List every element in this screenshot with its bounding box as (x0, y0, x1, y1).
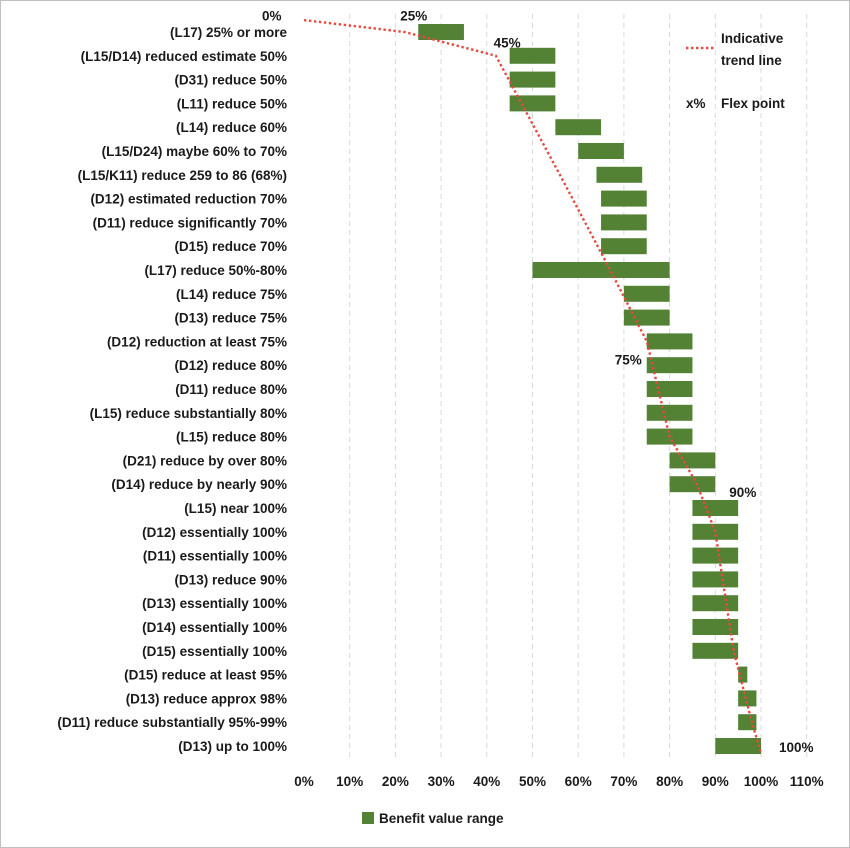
trend-line (303, 18, 763, 754)
flex-point-label: 0% (262, 9, 282, 24)
benefit-bar (509, 95, 556, 112)
benefit-bar (692, 547, 739, 564)
benefit-bar (601, 214, 647, 231)
trend-line-layer (303, 18, 763, 754)
benefit-bar (578, 143, 624, 159)
benefit-bar (738, 690, 757, 707)
category-label: (L15) reduce 80% (176, 430, 287, 445)
benefit-bar (692, 595, 739, 612)
benefit-bar (738, 714, 757, 731)
benefit-bar (692, 523, 739, 540)
x-tick-label: 10% (336, 774, 363, 789)
legend-right: Indicative trend line x% Flex point (686, 31, 785, 111)
category-label: (D12) reduce 80% (174, 358, 287, 373)
benefit-bar (646, 333, 693, 350)
category-label: (L15/K11) reduce 259 to 86 (68%) (78, 168, 287, 183)
benefit-bar (596, 166, 643, 183)
category-label: (D13) up to 100% (178, 739, 287, 754)
flex-point-label: 45% (494, 35, 521, 50)
category-label: (L15/D14) reduced estimate 50% (81, 49, 287, 64)
legend-bottom: Benefit value range (362, 811, 504, 826)
category-label: (D11) essentially 100% (143, 549, 287, 564)
benefit-bar (646, 381, 693, 397)
category-label: (D11) reduce substantially 95%-99% (57, 715, 287, 730)
legend-bar-swatch (362, 812, 374, 824)
benefit-bar (692, 571, 739, 588)
category-label: (L14) reduce 60% (176, 120, 287, 135)
benefit-bar (692, 619, 739, 635)
category-label: (D15) essentially 100% (142, 644, 287, 659)
category-label: (L17) 25% or more (170, 25, 288, 40)
category-label: (L15/D24) maybe 60% to 70% (102, 144, 287, 159)
category-label: (L15) reduce substantially 80% (90, 406, 287, 421)
category-label: (D14) essentially 100% (142, 620, 287, 635)
benefit-bar (418, 24, 464, 40)
benefit-bar (532, 262, 670, 278)
x-axis-ticks: 0% 10% 20% 30% 40% 50% 60% 70% 80% 90% 100% 110% (294, 774, 823, 789)
flex-point-label: 100% (779, 740, 814, 755)
category-label: (L17) reduce 50%-80% (144, 263, 287, 278)
category-label: (L15) near 100% (184, 501, 287, 516)
flex-point-label: 25% (400, 9, 427, 24)
legend-trend-label-1: Indicative (721, 31, 784, 46)
legend-flex-key: x% (686, 96, 706, 111)
legend-trend-label-2: trend line (721, 53, 782, 68)
x-tick-label: 70% (610, 774, 637, 789)
x-tick-label: 30% (428, 774, 455, 789)
x-tick-label: 50% (519, 774, 546, 789)
category-label: (D31) reduce 50% (174, 73, 287, 88)
category-labels: (L17) 25% or more (L15/D14) reduced estim… (57, 25, 287, 754)
bars (418, 24, 761, 754)
category-label: (D13) reduce 90% (174, 572, 287, 587)
category-label: (D12) estimated reduction 70% (90, 192, 287, 207)
x-tick-label: 0% (294, 774, 314, 789)
category-label: (D11) reduce significantly 70% (93, 215, 287, 230)
benefit-bar (646, 357, 693, 374)
legend-bar-label: Benefit value range (379, 811, 504, 826)
category-label: (D11) reduce 80% (175, 382, 287, 397)
category-label: (D21) reduce by over 80% (123, 453, 287, 468)
flex-point-label: 90% (729, 485, 756, 500)
benefit-bar (646, 404, 693, 421)
category-label: (L14) reduce 75% (176, 287, 287, 302)
benefit-bar (509, 47, 556, 64)
x-tick-label: 60% (565, 774, 592, 789)
benefit-bar (509, 71, 556, 88)
legend-flex-label: Flex point (721, 96, 785, 111)
benefit-bar (601, 238, 647, 255)
category-label: (D12) essentially 100% (142, 525, 287, 540)
category-label: (D15) reduce at least 95% (124, 668, 287, 683)
category-label: (D13) reduce approx 98% (126, 691, 287, 706)
x-tick-label: 80% (656, 774, 683, 789)
category-label: (D13) essentially 100% (142, 596, 287, 611)
category-label: (D15) reduce 70% (174, 239, 287, 254)
x-tick-label: 90% (702, 774, 729, 789)
x-tick-label: 20% (382, 774, 409, 789)
flex-point-labels: 0% 25% 45% 75% 90% 100% (262, 9, 814, 755)
benefit-bar (669, 476, 716, 493)
category-label: (D13) reduce 75% (174, 311, 287, 326)
benefit-bar (738, 666, 748, 683)
x-tick-label: 100% (744, 774, 779, 789)
benefit-bar (623, 285, 670, 302)
flex-point-label: 75% (615, 352, 642, 367)
category-label: (D12) reduction at least 75% (107, 334, 287, 349)
category-label: (D14) reduce by nearly 90% (111, 477, 287, 492)
benefit-bar (669, 452, 716, 469)
category-label: (L11) reduce 50% (177, 96, 287, 111)
x-tick-label: 40% (473, 774, 500, 789)
benefit-bar (555, 119, 602, 136)
benefit-bar (692, 500, 739, 516)
benefit-bar (601, 190, 647, 207)
benefit-bar (692, 642, 739, 659)
x-tick-label: 110% (790, 774, 824, 789)
benefit-bar (715, 738, 761, 754)
